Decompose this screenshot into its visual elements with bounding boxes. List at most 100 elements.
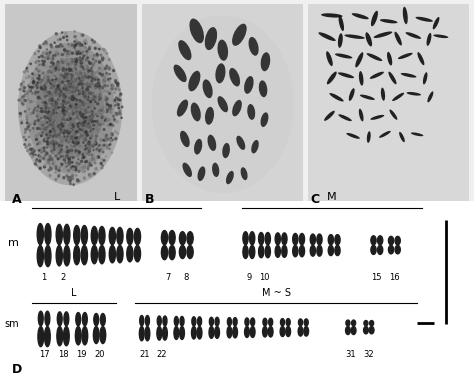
Ellipse shape — [57, 327, 63, 346]
Point — [74, 140, 82, 146]
Point — [98, 156, 105, 163]
Point — [77, 102, 84, 108]
Point — [80, 154, 87, 161]
Point — [42, 100, 50, 107]
Point — [32, 119, 39, 125]
Point — [60, 174, 68, 181]
Point — [71, 108, 78, 115]
Point — [89, 113, 96, 119]
Point — [24, 147, 31, 154]
Point — [39, 86, 47, 92]
Point — [17, 113, 24, 119]
Point — [45, 77, 52, 83]
Point — [93, 133, 101, 139]
Point — [50, 107, 58, 113]
Point — [82, 110, 90, 116]
Point — [69, 89, 77, 95]
Point — [111, 97, 118, 103]
Point — [53, 127, 60, 134]
Point — [26, 84, 33, 90]
Point — [76, 97, 84, 103]
Point — [91, 140, 99, 146]
Point — [87, 90, 94, 96]
Point — [59, 91, 66, 98]
Point — [38, 77, 46, 83]
Ellipse shape — [388, 236, 393, 245]
Ellipse shape — [173, 64, 187, 82]
Point — [65, 157, 73, 164]
Ellipse shape — [227, 327, 232, 338]
Point — [78, 122, 86, 128]
Point — [41, 85, 49, 91]
Ellipse shape — [82, 327, 88, 345]
Point — [43, 50, 50, 56]
Point — [55, 66, 63, 73]
Point — [49, 66, 57, 73]
Point — [51, 142, 59, 148]
Point — [96, 91, 104, 98]
Point — [82, 73, 89, 79]
Point — [81, 107, 89, 113]
Point — [100, 73, 107, 79]
Point — [93, 126, 101, 132]
Ellipse shape — [328, 245, 333, 256]
Ellipse shape — [406, 32, 421, 39]
Ellipse shape — [275, 245, 281, 257]
Ellipse shape — [179, 245, 186, 259]
Point — [36, 108, 44, 114]
Ellipse shape — [392, 93, 404, 101]
Point — [18, 100, 26, 106]
Ellipse shape — [299, 234, 304, 245]
Point — [75, 150, 83, 156]
Point — [53, 52, 61, 58]
Point — [74, 176, 82, 183]
Point — [33, 99, 40, 105]
Ellipse shape — [365, 32, 372, 46]
Point — [45, 52, 52, 59]
Point — [94, 69, 101, 75]
Ellipse shape — [161, 230, 167, 245]
Point — [55, 129, 63, 135]
Point — [88, 114, 96, 120]
Point — [62, 86, 70, 92]
Point — [79, 90, 86, 96]
Ellipse shape — [364, 327, 368, 334]
Point — [63, 132, 70, 139]
Point — [53, 80, 61, 86]
Point — [46, 90, 53, 96]
Point — [67, 103, 74, 110]
Ellipse shape — [269, 318, 273, 326]
Point — [65, 130, 73, 136]
Point — [29, 146, 36, 152]
Point — [49, 90, 56, 96]
Ellipse shape — [374, 32, 392, 38]
Point — [32, 59, 40, 65]
Ellipse shape — [218, 40, 228, 61]
Point — [33, 157, 40, 163]
Point — [63, 154, 70, 160]
Ellipse shape — [249, 245, 255, 259]
Point — [60, 151, 67, 157]
Point — [82, 89, 90, 95]
Point — [61, 74, 68, 80]
Point — [34, 83, 42, 89]
Point — [17, 110, 24, 117]
Point — [38, 70, 46, 76]
Point — [50, 83, 57, 89]
Point — [113, 95, 120, 101]
Ellipse shape — [109, 245, 115, 263]
Point — [74, 51, 82, 57]
Point — [46, 164, 54, 170]
Point — [73, 113, 81, 119]
Point — [23, 112, 31, 118]
Point — [89, 109, 96, 115]
Point — [64, 86, 72, 92]
Point — [61, 46, 68, 52]
Point — [118, 104, 126, 110]
Point — [29, 90, 36, 96]
Point — [64, 71, 72, 77]
Point — [91, 141, 99, 147]
Point — [26, 122, 33, 128]
Point — [63, 137, 71, 143]
Point — [93, 113, 101, 119]
